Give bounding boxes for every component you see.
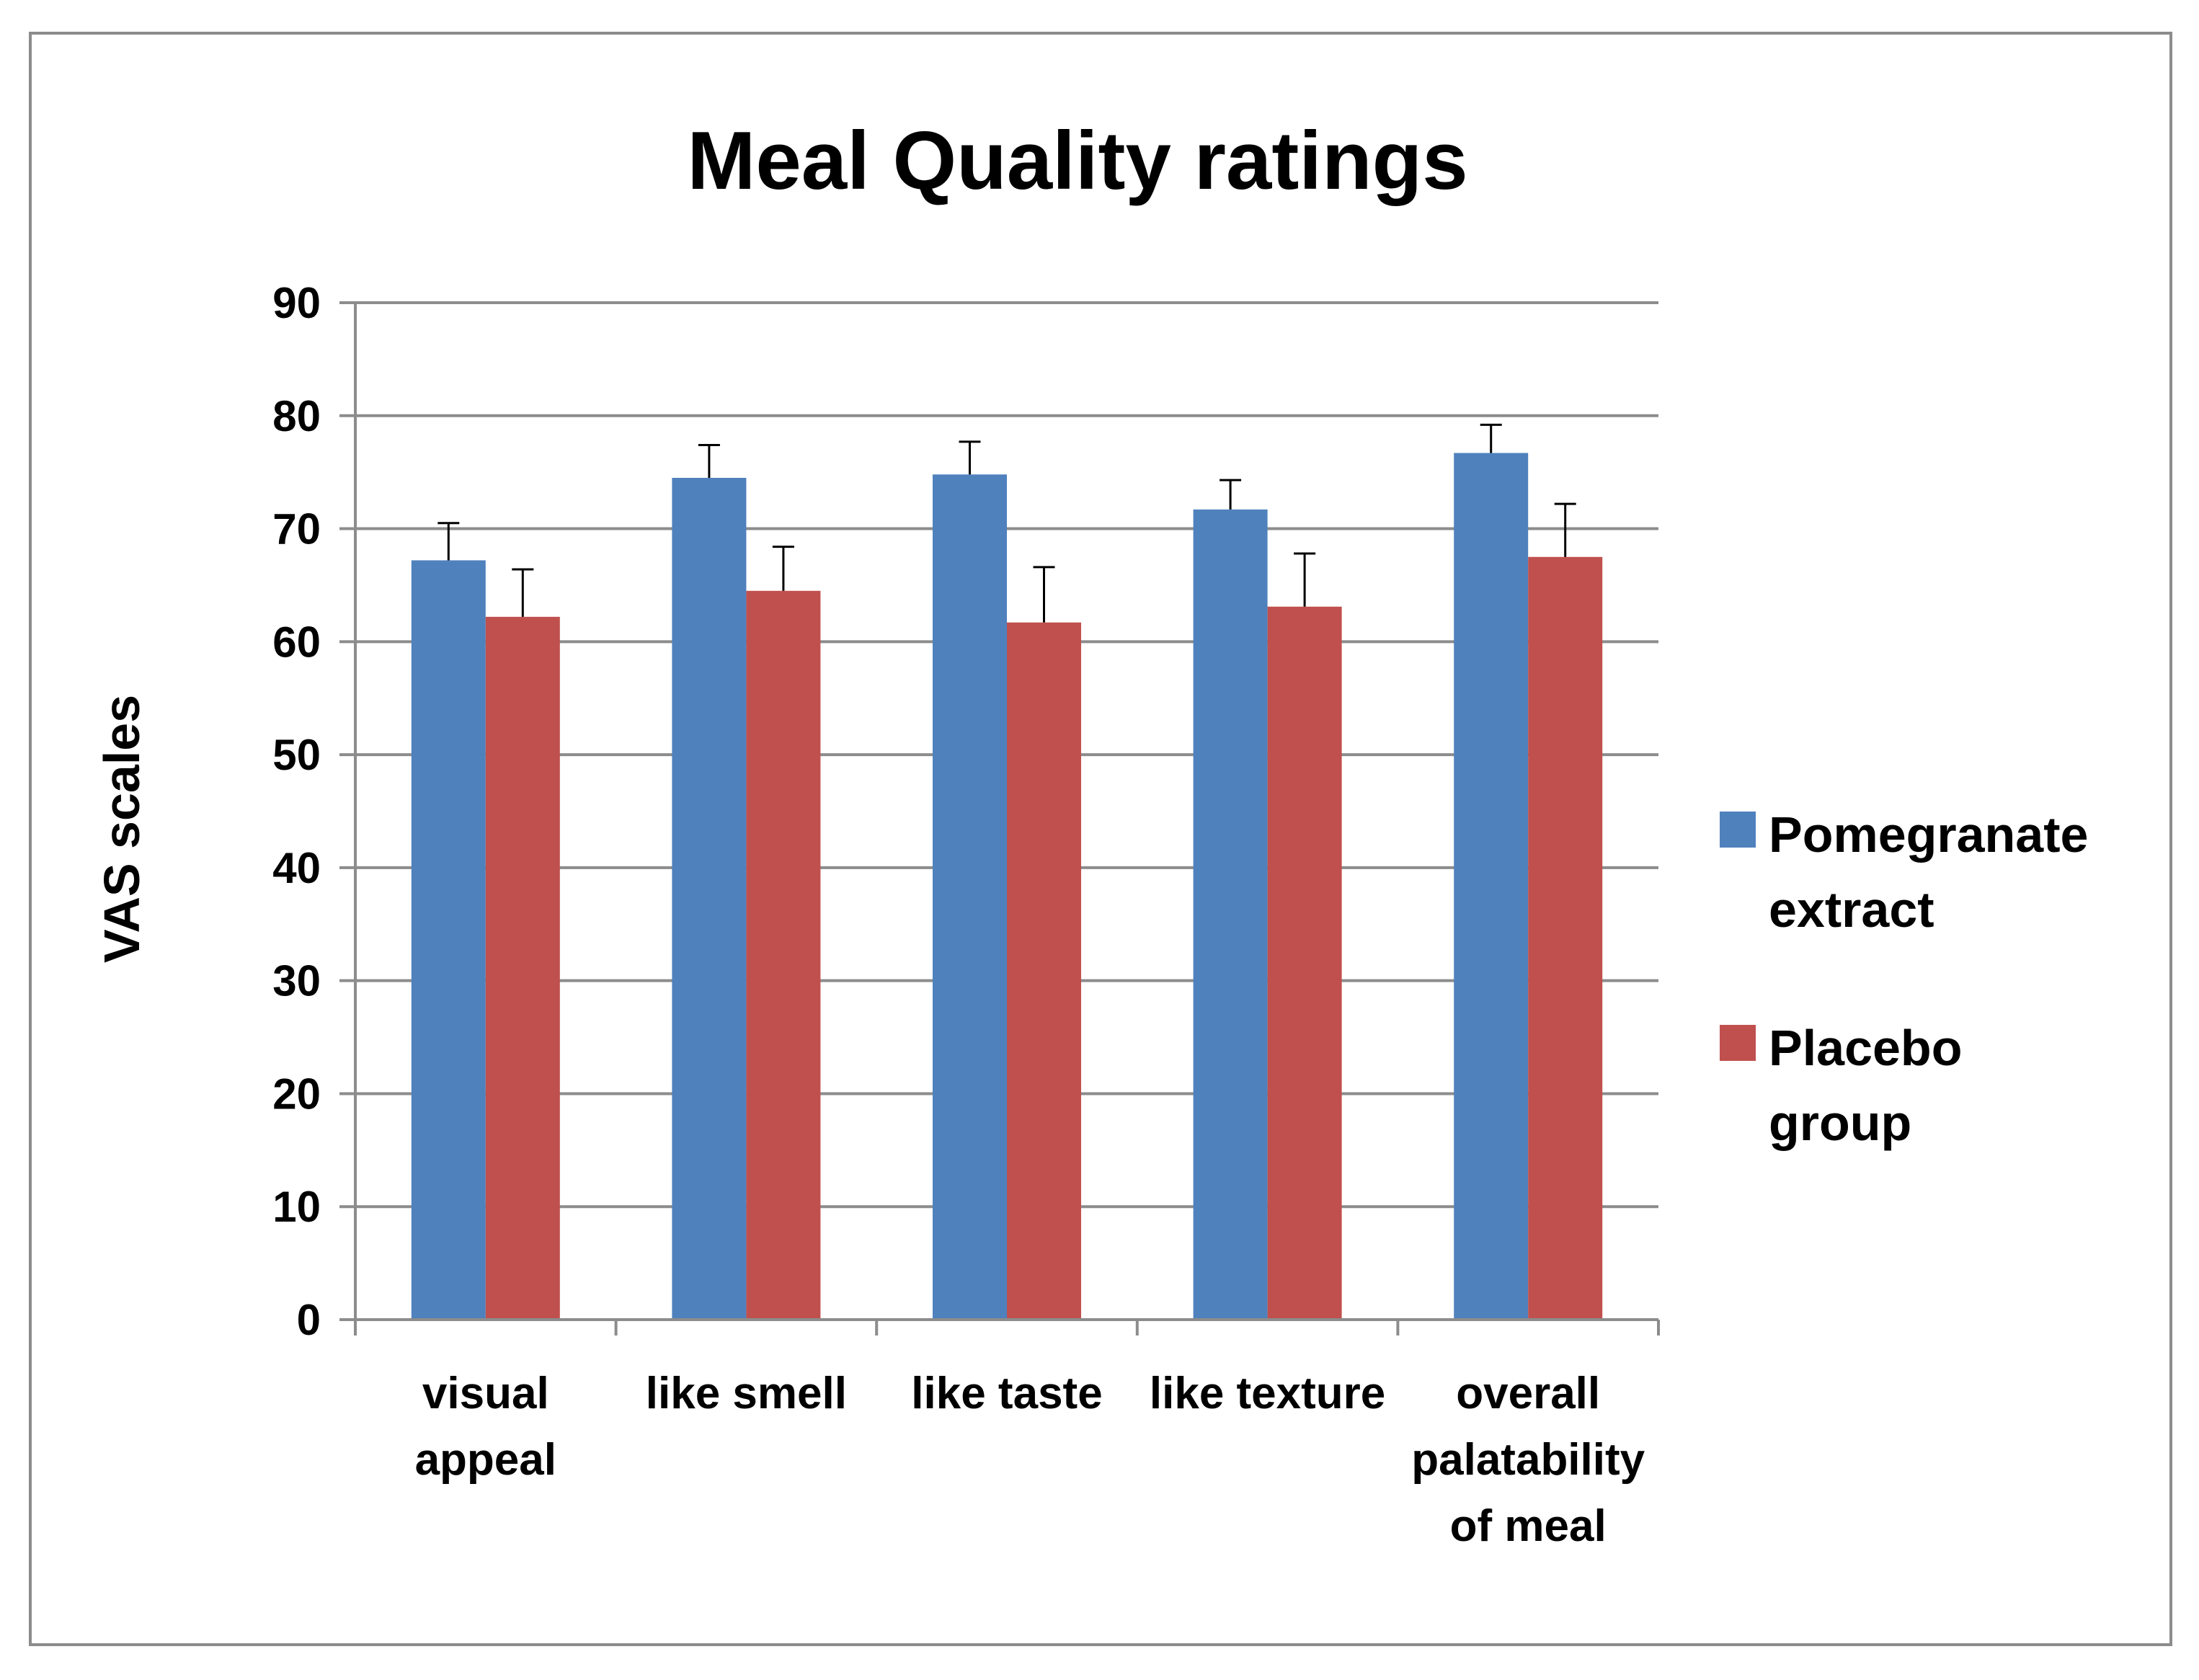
bar-series1-cat2 xyxy=(1007,622,1081,1320)
x-tick-label-line: like smell xyxy=(646,1369,847,1418)
y-tick-label: 0 xyxy=(297,1296,321,1344)
bar-series0-cat3 xyxy=(1193,509,1268,1320)
y-tick-label: 80 xyxy=(272,392,321,440)
x-tick-label-line: visual xyxy=(422,1369,549,1418)
y-tick-label: 30 xyxy=(272,957,321,1005)
bar-series0-cat4 xyxy=(1454,453,1529,1320)
y-tick-label: 10 xyxy=(272,1183,321,1231)
x-tick-label: like texture xyxy=(1150,1369,1385,1418)
y-tick-label: 60 xyxy=(272,618,321,666)
y-tick-label: 70 xyxy=(272,505,321,554)
chart-title: Meal Quality ratings xyxy=(687,115,1467,207)
x-tick-label: like taste xyxy=(911,1369,1102,1418)
x-tick-label: visual appeal xyxy=(415,1369,556,1485)
y-tick-label: 40 xyxy=(272,844,321,892)
y-tick-label: 50 xyxy=(272,731,321,779)
bar-series0-cat1 xyxy=(672,478,747,1320)
x-tick-labels: visual appeal like smell like taste like tex… xyxy=(415,1369,1645,1551)
x-tick-label: like smell xyxy=(646,1369,847,1418)
legend: Pomegranate extract Placebo group xyxy=(1720,806,2088,1151)
bar-series1-cat3 xyxy=(1267,606,1342,1320)
chart-frame xyxy=(29,32,2172,1646)
axes xyxy=(339,301,1660,1335)
x-tick-label: overall palatability of meal xyxy=(1411,1369,1645,1551)
legend-label-line: extract xyxy=(1769,881,1934,938)
x-tick-label-line: like taste xyxy=(911,1369,1102,1418)
legend-label-series1: Placebo group xyxy=(1769,1020,1962,1151)
x-tick-label-line: overall xyxy=(1456,1369,1600,1418)
x-tick-label-line: like texture xyxy=(1150,1369,1385,1418)
x-tick-label-line: palatability xyxy=(1411,1435,1645,1485)
x-tick-label-line: appeal xyxy=(415,1435,556,1485)
error-bars xyxy=(437,423,1576,623)
bar-series1-cat1 xyxy=(746,590,821,1320)
y-tick-labels: 0 10 20 30 40 50 60 70 80 90 xyxy=(272,279,321,1344)
bars xyxy=(411,453,1603,1320)
legend-label-line: Pomegranate xyxy=(1769,806,2088,863)
bar-series1-cat0 xyxy=(485,616,560,1320)
legend-label-line: Placebo xyxy=(1769,1020,1962,1076)
legend-swatch-series0 xyxy=(1720,812,1756,848)
bar-series0-cat2 xyxy=(933,474,1007,1320)
x-tick-label-line: of meal xyxy=(1450,1501,1607,1551)
legend-label-series0: Pomegranate extract xyxy=(1769,806,2088,938)
legend-label-line: group xyxy=(1769,1095,1911,1151)
y-axis-label: VAS scales xyxy=(94,695,150,963)
bar-series0-cat0 xyxy=(411,560,486,1320)
bar-series1-cat4 xyxy=(1528,556,1603,1320)
y-tick-label: 20 xyxy=(272,1070,321,1118)
y-tick-label: 90 xyxy=(272,279,321,327)
legend-swatch-series1 xyxy=(1720,1025,1756,1061)
